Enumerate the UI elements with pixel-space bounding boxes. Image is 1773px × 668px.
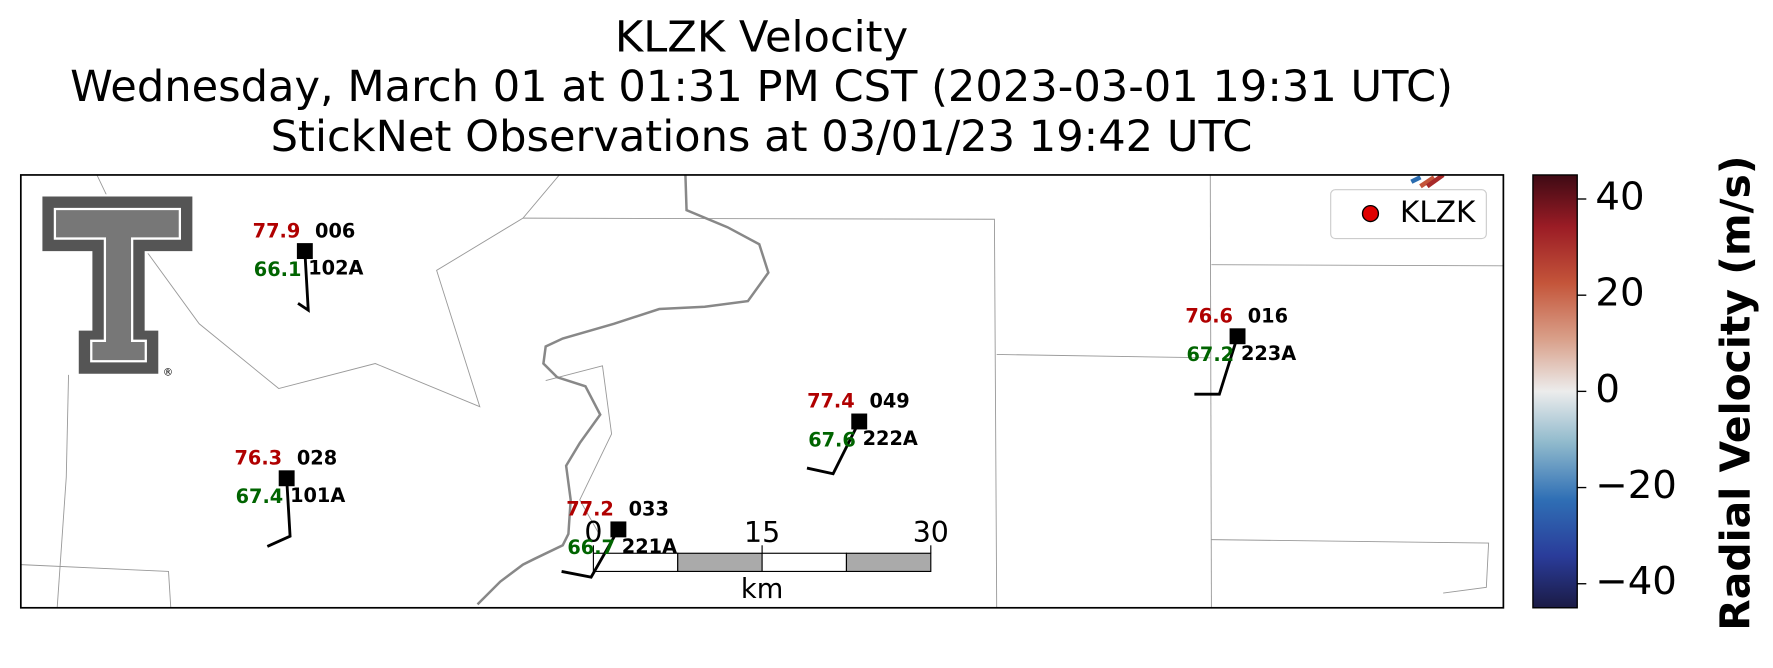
- dewpoint: 66.7: [567, 536, 615, 559]
- colorbar-tick-label: 20: [1595, 271, 1644, 316]
- dewpoint: 66.1: [254, 258, 302, 281]
- colorbar: [1532, 174, 1578, 609]
- scale-segment: [761, 552, 848, 573]
- map-frame: [19, 174, 1505, 609]
- probe-id: 222A: [863, 427, 918, 450]
- logo: ®: [40, 194, 195, 379]
- legend-marker: [1361, 204, 1380, 223]
- temperature: 76.6: [1185, 304, 1233, 327]
- colorbar-tick-label: −20: [1595, 463, 1676, 508]
- dewpoint: 67.6: [808, 428, 856, 451]
- river: [476, 174, 770, 606]
- station-marker: [610, 521, 627, 538]
- wind-barb: [806, 420, 861, 476]
- station-marker: [296, 243, 313, 260]
- temperature: 77.2: [566, 498, 614, 521]
- station-id: 016: [1248, 304, 1288, 327]
- legend: KLZK: [1330, 189, 1487, 240]
- station: 77.9 006 66.1 102A: [253, 219, 364, 313]
- station-id: 033: [629, 498, 669, 521]
- station-marker: [1229, 328, 1246, 345]
- temperature: 77.9: [253, 219, 301, 242]
- colorbar-tick-label: 0: [1595, 367, 1620, 412]
- probe-id: 221A: [622, 535, 677, 558]
- station-marker: [278, 470, 295, 487]
- station-id: 049: [869, 390, 909, 413]
- title-line: KLZK Velocity: [615, 12, 908, 62]
- stations: 77.9 006 66.1 102A 76.3 028 67.4 101A 77.2 033 66.…: [234, 219, 1296, 579]
- station-marker: [851, 413, 868, 430]
- station: 77.4 049 67.6 222A: [806, 390, 918, 476]
- scale-tick-label: 15: [744, 516, 780, 549]
- scale-segment: [677, 552, 763, 573]
- wind-barb: [561, 528, 620, 579]
- temperature: 77.4: [807, 390, 855, 413]
- probe-id: 223A: [1241, 342, 1296, 365]
- scale-tick-label: 30: [913, 516, 949, 549]
- colorbar-tick-label: 40: [1595, 174, 1644, 219]
- probe-id: 102A: [308, 257, 363, 280]
- station-id: 006: [315, 219, 355, 242]
- station: 76.6 016 67.2 223A: [1185, 304, 1296, 396]
- scale-segment: [845, 552, 932, 573]
- legend-label: KLZK: [1400, 195, 1476, 229]
- title-line: StickNet Observations at 03/01/23 19:42 …: [271, 112, 1253, 162]
- station-id: 028: [297, 446, 337, 469]
- wind-barb: [1194, 335, 1239, 396]
- temperature: 76.3: [234, 446, 282, 469]
- station: 76.3 028 67.4 101A: [234, 446, 345, 548]
- colorbar-tick-label: −40: [1595, 559, 1676, 604]
- legend-box: [1330, 189, 1487, 240]
- colorbar-ticks: 40 20 0 −20 −40: [1577, 174, 1677, 604]
- dewpoint: 67.2: [1187, 343, 1235, 366]
- county-borders: [20, 174, 1504, 608]
- logo-mark: ®: [163, 368, 173, 379]
- probe-id: 101A: [290, 484, 345, 507]
- title-line: Wednesday, March 01 at 01:31 PM CST (202…: [70, 62, 1453, 112]
- scale-tick-label: 0: [584, 516, 602, 549]
- station: 77.2 033 66.7 221A: [561, 498, 677, 579]
- wind-barb: [266, 478, 292, 548]
- colorbar-label: Radial Velocity (m/s): [1712, 155, 1760, 630]
- scale-unit: km: [741, 574, 783, 605]
- wind-barb: [297, 250, 310, 313]
- scale-bar: 0 15 30 km: [584, 516, 949, 605]
- dewpoint: 67.4: [236, 485, 284, 508]
